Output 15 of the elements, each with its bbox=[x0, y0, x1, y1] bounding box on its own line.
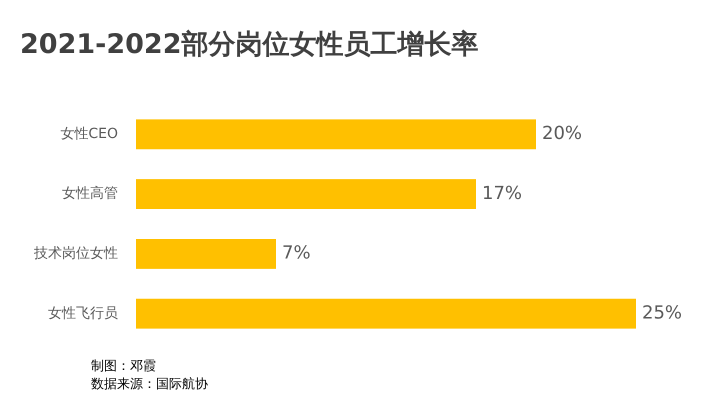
chart-title: 2021-2022部分岗位女性员工增长率 bbox=[20, 28, 478, 62]
y-tick-label: 女性高管 bbox=[62, 186, 118, 202]
source-note: 数据来源：国际航协 bbox=[91, 376, 208, 394]
y-tick-label: 女性飞行员 bbox=[48, 305, 118, 322]
data-label: 25% bbox=[642, 302, 682, 324]
y-tick-label: 技术岗位女性 bbox=[33, 246, 118, 262]
text: 制图：邓霞 bbox=[91, 358, 157, 376]
bar bbox=[136, 238, 276, 269]
bar bbox=[136, 119, 536, 150]
data-label: 17% bbox=[482, 182, 522, 204]
bar bbox=[136, 298, 636, 329]
data-label: 20% bbox=[542, 122, 582, 144]
data-label: 7% bbox=[282, 242, 311, 264]
bar bbox=[136, 179, 476, 210]
y-tick-label: 女性CEO bbox=[60, 126, 118, 142]
